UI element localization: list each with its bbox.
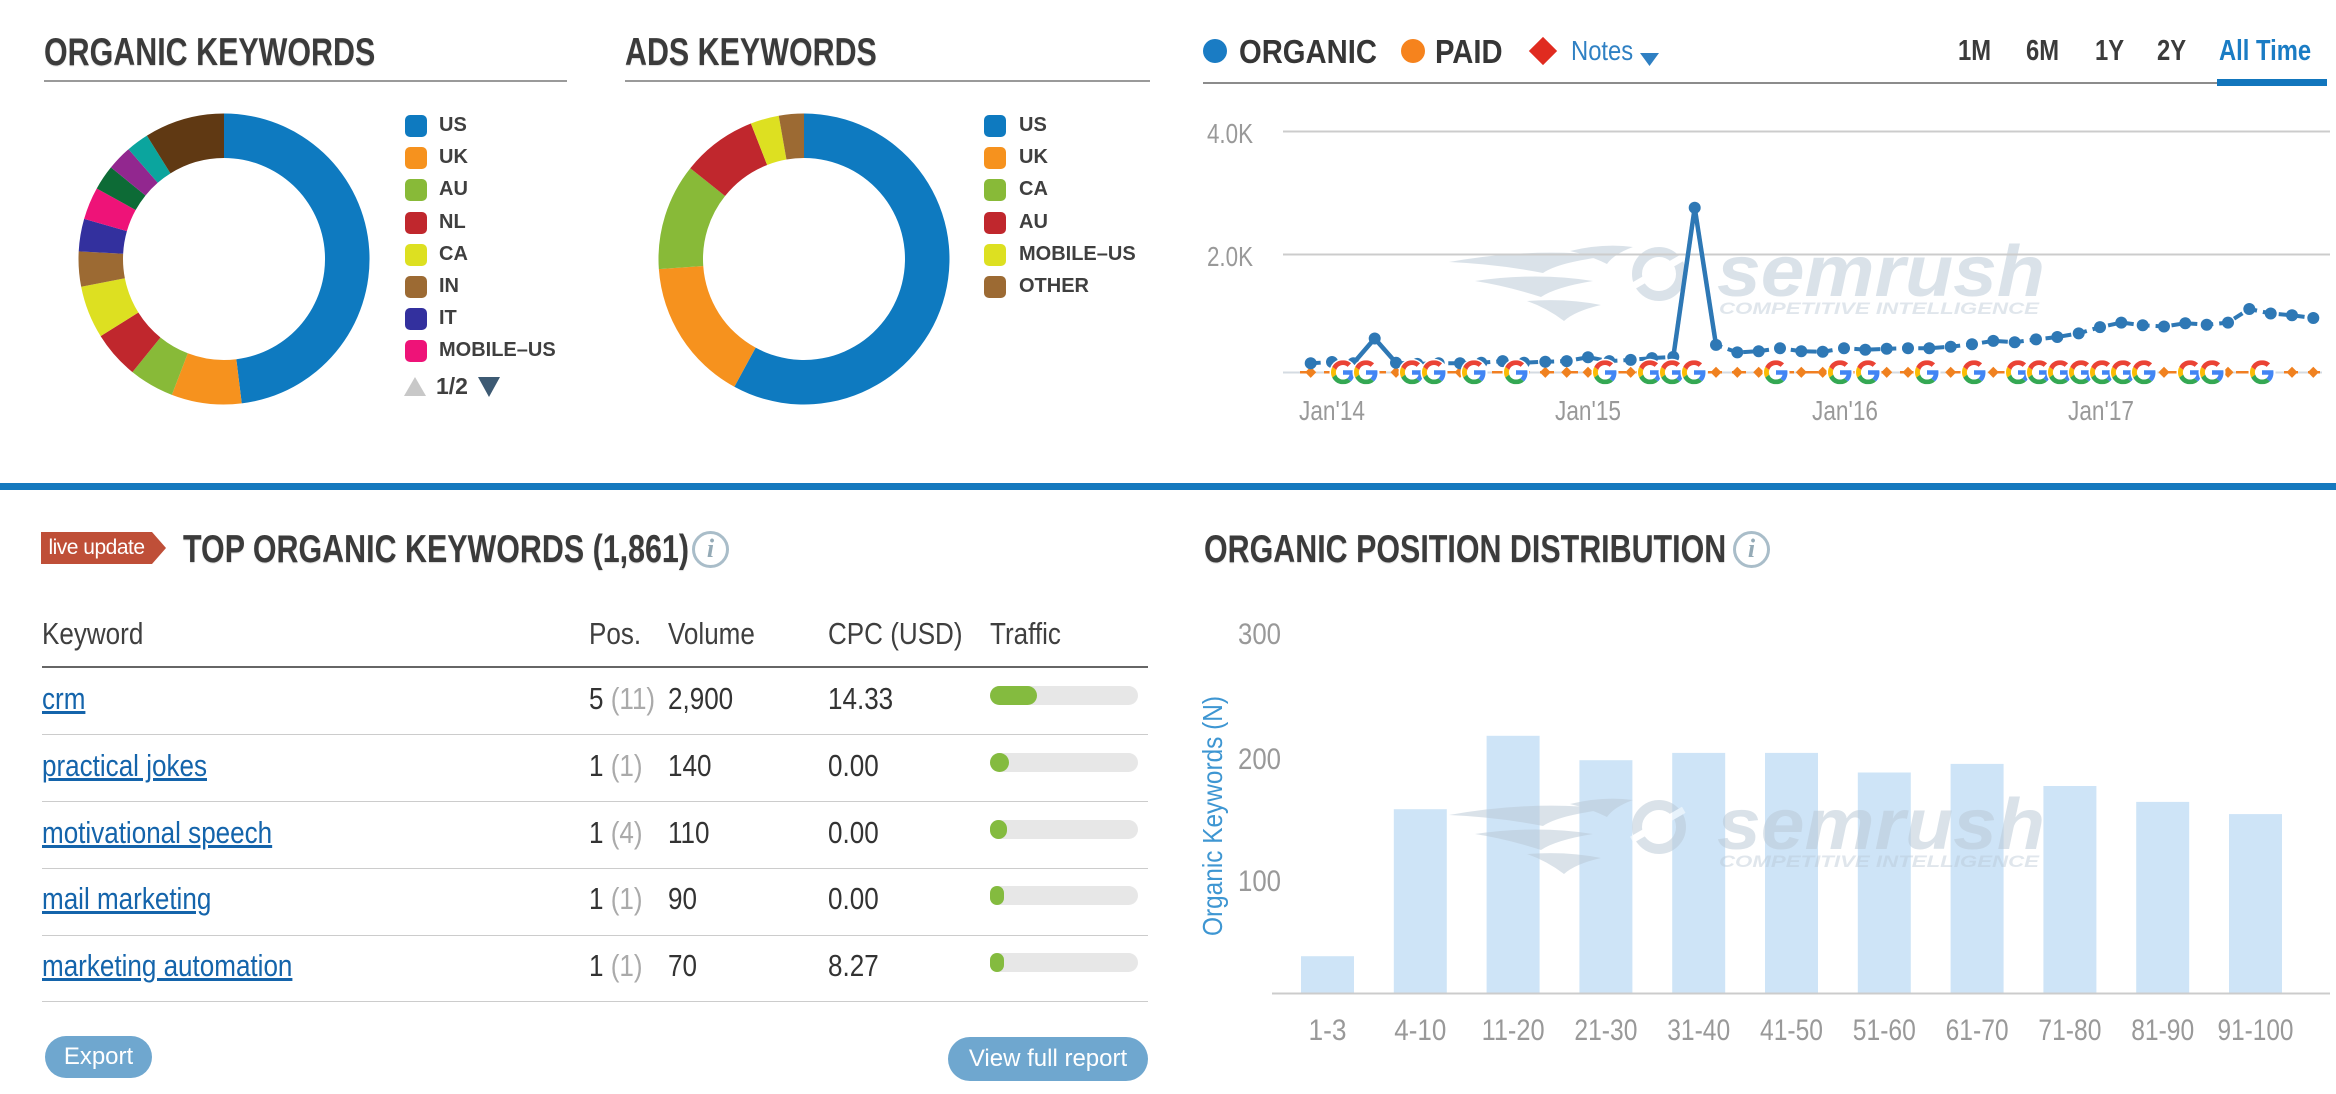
svg-text:200: 200 [1238,743,1281,776]
svg-text:91-100: 91-100 [2218,1014,2294,1047]
svg-text:81-90: 81-90 [2131,1014,2194,1047]
svg-text:semrush: semrush [1717,232,2045,312]
svg-text:Jan'15: Jan'15 [1555,395,1621,426]
svg-text:71-80: 71-80 [2038,1014,2101,1047]
svg-text:Jan'16: Jan'16 [1812,395,1878,426]
svg-text:Jan'14: Jan'14 [1299,395,1365,426]
svg-text:31-40: 31-40 [1667,1014,1730,1047]
svg-text:21-30: 21-30 [1574,1014,1637,1047]
svg-text:Jan'17: Jan'17 [2068,395,2134,426]
svg-text:100: 100 [1238,865,1281,898]
svg-text:COMPETITIVE INTELLIGENCE: COMPETITIVE INTELLIGENCE [1719,299,2040,318]
svg-text:61-70: 61-70 [1946,1014,2009,1047]
svg-text:Organic Keywords (N): Organic Keywords (N) [1197,696,1228,936]
svg-text:51-60: 51-60 [1853,1014,1916,1047]
svg-text:41-50: 41-50 [1760,1014,1823,1047]
svg-text:COMPETITIVE INTELLIGENCE: COMPETITIVE INTELLIGENCE [1719,852,2040,871]
svg-text:4-10: 4-10 [1394,1014,1446,1047]
svg-text:300: 300 [1238,618,1281,651]
svg-text:2.0K: 2.0K [1207,241,1253,272]
svg-text:4.0K: 4.0K [1207,118,1253,149]
svg-text:11-20: 11-20 [1482,1014,1545,1047]
svg-text:1-3: 1-3 [1309,1014,1347,1047]
svg-text:semrush: semrush [1717,785,2045,865]
